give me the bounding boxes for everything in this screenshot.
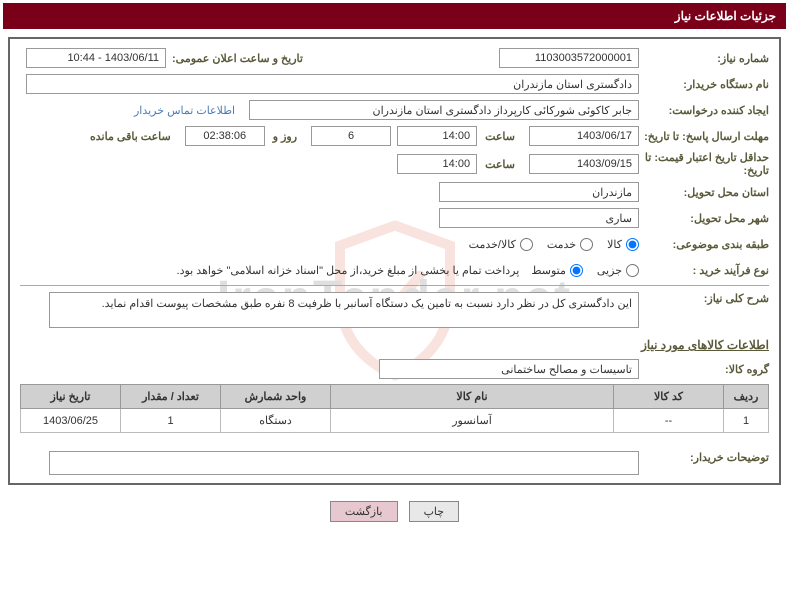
td-name: آسانسور (331, 409, 614, 433)
time-label-2: ساعت (485, 158, 515, 171)
pt-medium-radio[interactable] (570, 264, 583, 277)
buyer-desc-label: توضیحات خریدار: (639, 451, 769, 464)
announce-field: 1403/06/11 - 10:44 (26, 48, 166, 68)
page-title: جزئیات اطلاعات نیاز (675, 9, 776, 23)
need-number-field: 1103003572000001 (499, 48, 639, 68)
button-bar: چاپ بازگشت (0, 495, 789, 528)
back-button[interactable]: بازگشت (330, 501, 398, 522)
validity-date-field: 1403/09/15 (529, 154, 639, 174)
category-radio-group: کالا خدمت کالا/خدمت (469, 238, 639, 251)
city-field: ساری (439, 208, 639, 228)
payment-note: پرداخت تمام یا بخشی از مبلغ خرید،از محل … (177, 264, 520, 277)
td-row: 1 (724, 409, 769, 433)
days-and-label: روز و (273, 130, 297, 143)
table-header-row: ردیف کد کالا نام کالا واحد شمارش تعداد /… (21, 385, 769, 409)
contact-link[interactable]: اطلاعات تماس خریدار (134, 104, 235, 117)
validity-label: حداقل تاریخ اعتبار قیمت: تا تاریخ: (639, 151, 769, 177)
td-unit: دستگاه (221, 409, 331, 433)
need-number-label: شماره نیاز: (639, 52, 769, 65)
time-label-1: ساعت (485, 130, 515, 143)
countdown-field: 02:38:06 (185, 126, 265, 146)
buyer-desc-field (49, 451, 639, 475)
summary-field: این دادگستری کل در نظر دارد نسبت به تامی… (49, 292, 639, 328)
pt-medium[interactable]: متوسط (531, 264, 583, 277)
cat-service-radio[interactable] (580, 238, 593, 251)
cat-service[interactable]: خدمت (547, 238, 593, 251)
category-label: طبقه بندی موضوعی: (639, 238, 769, 251)
td-code: -- (614, 409, 724, 433)
purchase-type-label: نوع فرآیند خرید : (639, 264, 769, 277)
buyer-org-label: نام دستگاه خریدار: (639, 78, 769, 91)
cat-goods-radio[interactable] (626, 238, 639, 251)
deadline-label: مهلت ارسال پاسخ: تا تاریخ: (639, 130, 769, 143)
main-frame: شماره نیاز: 1103003572000001 تاریخ و ساع… (8, 37, 781, 485)
cat-both[interactable]: کالا/خدمت (469, 238, 533, 251)
cat-both-radio[interactable] (520, 238, 533, 251)
th-unit: واحد شمارش (221, 385, 331, 409)
th-date: تاریخ نیاز (21, 385, 121, 409)
pt-minor[interactable]: جزیی (597, 264, 639, 277)
th-qty: تعداد / مقدار (121, 385, 221, 409)
deadline-time-field: 14:00 (397, 126, 477, 146)
buyer-org-field: دادگستری استان مازندران (26, 74, 639, 94)
deadline-date-field: 1403/06/17 (529, 126, 639, 146)
city-label: شهر محل تحویل: (639, 212, 769, 225)
th-code: کد کالا (614, 385, 724, 409)
print-button[interactable]: چاپ (409, 501, 460, 522)
group-label: گروه کالا: (639, 363, 769, 376)
province-field: مازندران (439, 182, 639, 202)
days-field: 6 (311, 126, 391, 146)
requester-field: جابر کاکوئی شورکائی کارپرداز دادگستری اس… (249, 100, 639, 120)
remaining-label: ساعت باقی مانده (90, 130, 171, 143)
table-row: 1 -- آسانسور دستگاه 1 1403/06/25 (21, 409, 769, 433)
td-qty: 1 (121, 409, 221, 433)
announce-label: تاریخ و ساعت اعلان عمومی: (172, 52, 303, 65)
td-date: 1403/06/25 (21, 409, 121, 433)
separator-1 (20, 285, 769, 286)
cat-goods[interactable]: کالا (607, 238, 639, 251)
requester-label: ایجاد کننده درخواست: (639, 104, 769, 117)
province-label: استان محل تحویل: (639, 186, 769, 199)
th-row: ردیف (724, 385, 769, 409)
goods-section-title: اطلاعات کالاهای مورد نیاز (20, 338, 769, 352)
pt-minor-radio[interactable] (626, 264, 639, 277)
th-name: نام کالا (331, 385, 614, 409)
group-field: تاسیسات و مصالح ساختمانی (379, 359, 639, 379)
validity-time-field: 14:00 (397, 154, 477, 174)
page-header: جزئیات اطلاعات نیاز (3, 3, 786, 29)
purchase-type-group: جزیی متوسط (531, 264, 639, 277)
summary-label: شرح کلی نیاز: (639, 292, 769, 305)
goods-table: ردیف کد کالا نام کالا واحد شمارش تعداد /… (20, 384, 769, 433)
